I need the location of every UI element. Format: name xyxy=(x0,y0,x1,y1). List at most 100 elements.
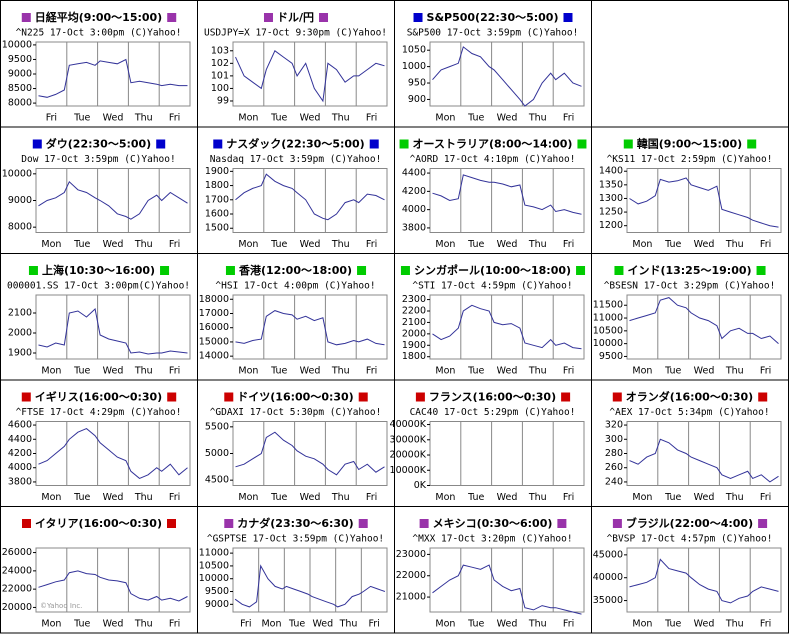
chart-title: ブラジル(22:00～4:00) xyxy=(626,516,753,530)
x-day-label: Fri xyxy=(760,619,771,630)
x-day-label: Fri xyxy=(240,619,251,630)
price-line xyxy=(235,50,385,103)
chart-subtitle: S&P500 17-Oct 3:59pm (C)Yahoo! xyxy=(407,28,579,39)
y-tick-label: 1200 xyxy=(599,220,623,231)
x-day-label: Fri xyxy=(563,619,574,630)
x-day-label: Thu xyxy=(725,366,744,377)
chart-subtitle: ^STI 17-Oct 4:59pm (C)Yahoo! xyxy=(412,281,572,292)
y-tick-label: 240 xyxy=(605,476,623,487)
title-marker xyxy=(22,519,31,528)
x-day-label: Wed xyxy=(694,239,715,250)
x-day-label: Thu xyxy=(134,619,153,630)
x-day-label: Fri xyxy=(169,619,180,630)
plot-area xyxy=(429,421,585,486)
title-marker xyxy=(156,139,166,149)
x-day-label: Mon xyxy=(435,239,455,250)
x-day-label: Wed xyxy=(300,239,321,250)
y-tick-label: 11500 xyxy=(593,300,623,311)
title-marker xyxy=(167,392,177,402)
y-tick-label: 9500 xyxy=(8,54,32,65)
price-line xyxy=(38,570,188,602)
x-day-label: Wed xyxy=(694,619,715,630)
y-tick-label: 4200 xyxy=(402,186,426,197)
x-day-label: Wed xyxy=(497,113,518,124)
title-marker xyxy=(369,139,379,149)
y-tick-label: 3800 xyxy=(8,476,32,487)
y-tick-label: 1900 xyxy=(205,166,229,177)
y-tick-label: 22000 xyxy=(396,570,426,581)
y-tick-label: 1000 xyxy=(402,61,426,72)
chart-subtitle: ^AORD 17-Oct 4:10pm (C)Yahoo! xyxy=(410,154,576,165)
y-tick-label: 11000 xyxy=(593,313,623,324)
x-day-label: Tue xyxy=(270,239,287,250)
chart-subtitle: ^FTSE 17-Oct 4:29pm (C)Yahoo! xyxy=(16,407,182,418)
y-tick-label: 2300 xyxy=(402,294,426,305)
x-day-label: Mon xyxy=(632,366,652,377)
y-tick-label: 9500 xyxy=(599,351,623,362)
chart-title: イタリア(16:00～0:30) xyxy=(35,517,162,530)
x-day-label: Wed xyxy=(300,366,321,377)
chart-title: 韓国(9:00～15:00) xyxy=(637,137,742,151)
chart-title: オーストラリア(8:00～14:00) xyxy=(413,138,573,151)
x-day-label: Fri xyxy=(46,113,57,124)
x-day-label: Mon xyxy=(632,619,652,630)
y-tick-label: 10000 xyxy=(593,338,623,349)
title-marker xyxy=(758,392,768,402)
x-day-label: Thu xyxy=(725,492,744,503)
title-marker xyxy=(747,139,757,149)
x-day-label: Fri xyxy=(366,366,377,377)
title-marker xyxy=(399,139,409,149)
y-tick-label: 10500 xyxy=(199,560,229,571)
y-tick-label: 40000K xyxy=(390,419,427,430)
chart-title: ドル/円 xyxy=(277,11,314,24)
y-tick-label: 4200 xyxy=(8,448,32,459)
y-tick-label: 100 xyxy=(211,83,229,94)
x-day-label: Wed xyxy=(497,492,518,503)
y-tick-label: 1800 xyxy=(205,180,229,191)
x-day-label: Wed xyxy=(103,492,124,503)
y-tick-label: 4600 xyxy=(8,420,32,431)
x-day-label: Mon xyxy=(261,619,281,630)
y-tick-label: 30000K xyxy=(390,434,427,445)
x-day-label: Thu xyxy=(134,492,153,503)
y-tick-label: 8000 xyxy=(8,222,32,233)
x-day-label: Fri xyxy=(563,366,574,377)
x-day-label: Mon xyxy=(238,239,258,250)
y-tick-label: 9000 xyxy=(8,195,32,206)
title-marker xyxy=(213,139,223,149)
price-line xyxy=(235,431,385,476)
chart-subtitle: ^HSI 17-Oct 4:00pm (C)Yahoo! xyxy=(215,281,375,292)
y-tick-label: 10000 xyxy=(199,573,229,584)
y-tick-label: 8500 xyxy=(8,83,32,94)
y-tick-label: 1900 xyxy=(8,348,32,359)
y-tick-label: 14000 xyxy=(199,351,229,362)
y-tick-label: 1900 xyxy=(402,340,426,351)
price-line xyxy=(38,58,188,98)
x-day-label: Fri xyxy=(366,113,377,124)
chart-subtitle: ^MXX 17-Oct 3:20pm (C)Yahoo! xyxy=(412,534,572,545)
y-tick-label: 1600 xyxy=(205,209,229,220)
x-day-label: Tue xyxy=(664,492,681,503)
chart-title: ダウ(22:30～5:00) xyxy=(46,137,151,151)
chart-title: カナダ(23:30～6:30) xyxy=(237,516,353,530)
plot-area xyxy=(429,41,585,107)
x-day-label: Tue xyxy=(270,113,287,124)
x-day-label: Thu xyxy=(528,492,547,503)
y-tick-label: 24000 xyxy=(2,565,32,576)
x-day-label: Tue xyxy=(73,366,90,377)
x-day-label: Mon xyxy=(41,492,61,503)
y-tick-label: 9500 xyxy=(205,586,229,597)
title-marker xyxy=(758,519,768,528)
plot-area xyxy=(232,168,388,233)
x-day-label: Fri xyxy=(366,492,377,503)
price-line xyxy=(432,174,582,215)
x-day-label: Fri xyxy=(563,239,574,250)
chart-subtitle: Nasdaq 17-Oct 3:59pm (C)Yahoo! xyxy=(210,154,382,165)
title-marker xyxy=(358,392,368,402)
plot-area xyxy=(626,168,782,233)
y-tick-label: 260 xyxy=(605,462,623,473)
y-tick-label: 1300 xyxy=(599,193,623,204)
title-marker xyxy=(167,519,176,528)
plot-area xyxy=(232,421,388,486)
